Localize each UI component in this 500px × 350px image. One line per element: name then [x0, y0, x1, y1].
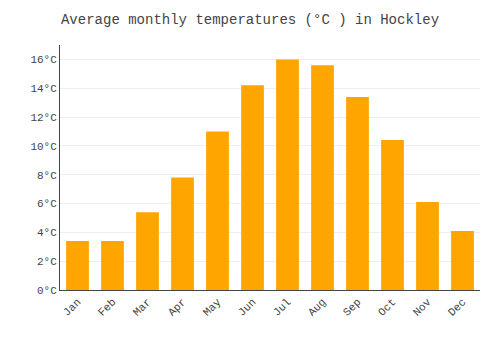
- svg-text:12°C: 12°C: [30, 112, 57, 124]
- svg-text:10°C: 10°C: [30, 141, 57, 153]
- svg-text:16°C: 16°C: [30, 54, 57, 66]
- svg-text:Jul: Jul: [271, 296, 293, 318]
- svg-text:Nov: Nov: [411, 296, 434, 319]
- svg-text:Sep: Sep: [341, 296, 363, 318]
- svg-text:6°C: 6°C: [37, 198, 57, 210]
- svg-text:Apr: Apr: [166, 296, 188, 318]
- svg-text:Dec: Dec: [446, 296, 468, 318]
- svg-text:4°C: 4°C: [37, 227, 57, 239]
- svg-text:Mar: Mar: [131, 296, 153, 318]
- svg-text:Jan: Jan: [61, 296, 83, 318]
- svg-text:Feb: Feb: [96, 296, 118, 318]
- svg-text:May: May: [201, 296, 224, 319]
- svg-text:Oct: Oct: [376, 296, 398, 318]
- svg-text:0°C: 0°C: [37, 285, 57, 297]
- svg-text:Aug: Aug: [306, 296, 328, 318]
- svg-text:Jun: Jun: [236, 296, 258, 318]
- svg-text:Average monthly temperatures (: Average monthly temperatures (°C ) in Ho…: [61, 12, 439, 28]
- svg-text:2°C: 2°C: [37, 256, 57, 268]
- svg-text:14°C: 14°C: [30, 83, 57, 95]
- svg-text:8°C: 8°C: [37, 170, 57, 182]
